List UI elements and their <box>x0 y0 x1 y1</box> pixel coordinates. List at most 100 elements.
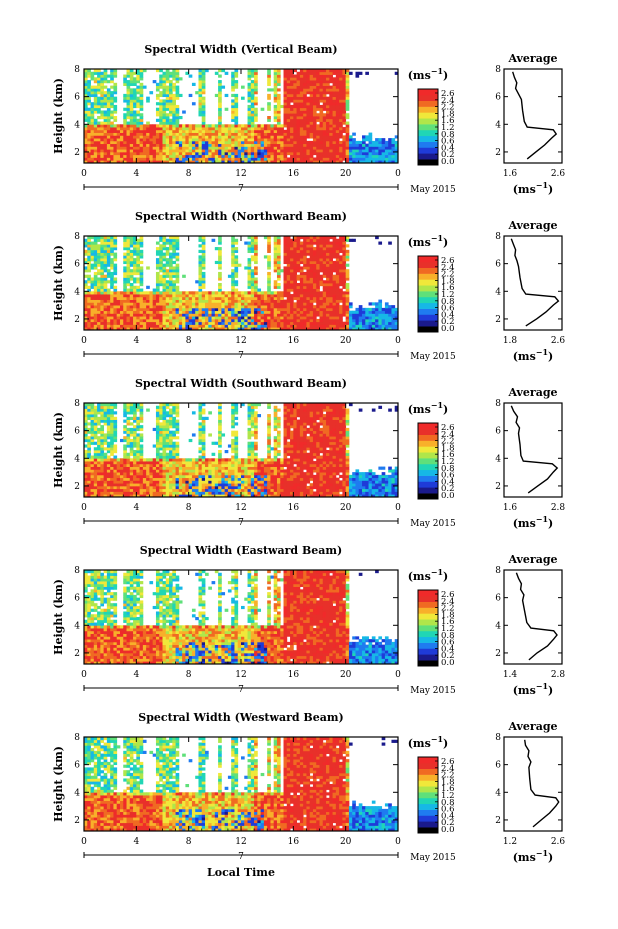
heatmap-cell <box>146 324 150 328</box>
heatmap-cell <box>306 157 311 161</box>
heatmap-cell <box>241 85 245 89</box>
panel-title: Spectral Width (Northward Beam) <box>135 210 347 223</box>
heatmap-cell <box>221 127 226 131</box>
heatmap-cell <box>309 74 314 78</box>
heatmap-cell <box>335 96 340 100</box>
heatmap-cell <box>247 271 252 276</box>
heatmap-cell <box>283 88 288 92</box>
heatmap-cell <box>155 294 160 298</box>
heatmap-cell <box>335 247 340 251</box>
heatmap-cell <box>381 143 386 147</box>
heatmap-cell <box>162 102 167 106</box>
heatmap-cell <box>129 288 134 292</box>
heatmap-cell <box>211 127 216 131</box>
heatmap-cell <box>97 82 101 86</box>
heatmap-cell <box>247 88 252 92</box>
heatmap-cell <box>93 255 98 259</box>
heatmap-cell <box>159 277 163 281</box>
heatmap-cell <box>214 151 219 156</box>
heatmap-cell <box>195 138 199 142</box>
heatmap-cell <box>306 236 311 240</box>
heatmap-cell <box>198 124 203 128</box>
heatmap-cell <box>273 244 278 248</box>
heatmap-cell <box>123 294 127 298</box>
heatmap-cell <box>296 302 301 306</box>
heatmap-cell <box>358 151 363 156</box>
heatmap-cell <box>250 324 255 328</box>
heatmap-cell <box>290 135 294 139</box>
heatmap-cell <box>312 277 317 281</box>
heatmap-cell <box>87 85 91 89</box>
heatmap-cell <box>319 121 324 125</box>
heatmap-cell <box>152 327 157 331</box>
heatmap-cell <box>254 271 258 276</box>
heatmap-cell <box>119 327 124 331</box>
heatmap-cell <box>306 113 311 117</box>
heatmap-cell <box>345 288 350 292</box>
heatmap-cell <box>159 310 163 314</box>
heatmap-cell <box>303 138 307 142</box>
heatmap-cell <box>381 324 386 328</box>
heatmap-cell <box>290 138 294 142</box>
heatmap-cell <box>234 69 239 73</box>
heatmap-cell <box>97 107 101 111</box>
heatmap-cell <box>198 104 203 109</box>
heatmap-cell <box>103 244 108 248</box>
heatmap-cell <box>129 113 134 117</box>
heatmap-cell <box>201 110 206 114</box>
heatmap-cell <box>254 157 258 161</box>
heatmap-cell <box>90 299 95 303</box>
heatmap-cell <box>123 269 127 273</box>
heatmap-cell <box>316 138 320 142</box>
heatmap-cell <box>195 135 199 139</box>
heatmap-cell <box>195 299 199 303</box>
heatmap-cell <box>368 318 373 323</box>
heatmap-cell <box>201 118 206 122</box>
heatmap-cell <box>263 307 268 312</box>
heatmap-cell <box>290 302 294 306</box>
heatmap-cell <box>93 291 98 295</box>
y-tick-label: 8 <box>74 65 80 75</box>
heatmap-cell <box>267 313 271 317</box>
heatmap-cell <box>87 291 91 295</box>
heatmap-cell <box>286 121 291 125</box>
heatmap-cell <box>283 102 288 106</box>
heatmap-cell <box>270 318 275 323</box>
heatmap-cell <box>175 93 180 98</box>
heatmap-cell <box>250 121 255 125</box>
heatmap-cell <box>136 88 140 92</box>
heatmap-cell <box>110 441 114 445</box>
heatmap-cell <box>97 485 101 490</box>
heatmap-cell <box>155 107 160 111</box>
heatmap-cell <box>339 104 343 109</box>
heatmap-cell <box>103 403 108 407</box>
colorbar-tick-label: 0.4 <box>441 143 455 153</box>
heatmap-cell <box>218 149 222 153</box>
heatmap-cell <box>362 151 366 156</box>
heatmap-cell <box>113 116 118 120</box>
heatmap-cell <box>182 324 186 328</box>
heatmap-cell <box>316 102 320 106</box>
heatmap-cell <box>84 283 88 287</box>
heatmap-cell <box>342 310 347 314</box>
heatmap-cell <box>299 236 304 240</box>
heatmap-cell <box>195 140 199 145</box>
heatmap-cell <box>142 305 147 309</box>
heatmap-cell <box>263 143 268 147</box>
heatmap-cell <box>169 263 173 267</box>
heatmap-cell <box>270 88 275 92</box>
heatmap-cell <box>182 138 186 142</box>
heatmap-cell <box>198 277 203 281</box>
heatmap-cell <box>241 327 245 331</box>
heatmap-cell <box>375 236 379 240</box>
heatmap-cell <box>303 241 307 245</box>
heatmap-cell <box>201 151 206 156</box>
heatmap-cell <box>342 321 347 325</box>
heatmap-cell <box>247 127 252 131</box>
heatmap-cell <box>231 263 235 267</box>
heatmap-cell <box>87 236 91 240</box>
heatmap-cell <box>276 291 281 295</box>
heatmap-cell <box>273 118 278 122</box>
heatmap-cell <box>231 302 235 306</box>
heatmap-cell <box>286 307 291 312</box>
